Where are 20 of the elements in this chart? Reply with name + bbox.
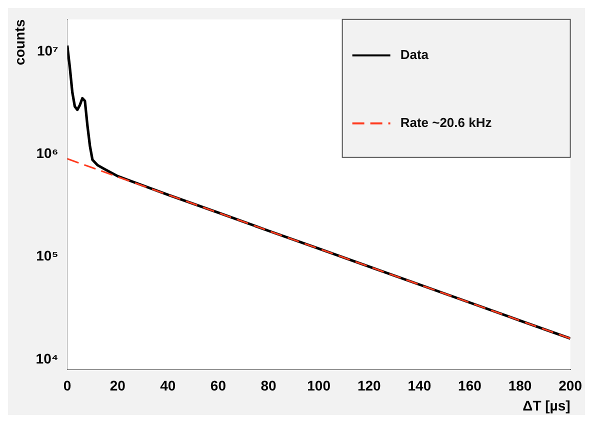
x-tick-label: 120 [357,378,382,394]
x-tick-label: 160 [458,378,482,394]
x-tick-label: 140 [408,378,432,394]
y-tick-label: 10⁶ [36,144,58,161]
x-tick-label: 200 [558,378,582,394]
x-tick-label: 80 [260,378,277,394]
line-series [67,158,570,340]
y-tick-label: 10⁴ [36,350,58,366]
legend-label: Data [400,46,430,62]
y-tick-label: 10⁷ [36,42,59,58]
x-tick-label: 40 [160,378,176,394]
legend-label: Rate ~20.6 kHz [400,114,492,130]
x-tick-label: 100 [307,378,331,394]
x-tick-label: 0 [63,378,72,394]
y-axis-title: counts [11,19,28,66]
x-tick-label: 180 [508,378,532,394]
y-tick-label: 10⁵ [36,248,58,264]
x-tick-label: 20 [110,378,126,394]
x-axis-title: ΔT [µs] [522,397,570,414]
x-tick-label: 60 [210,378,226,394]
